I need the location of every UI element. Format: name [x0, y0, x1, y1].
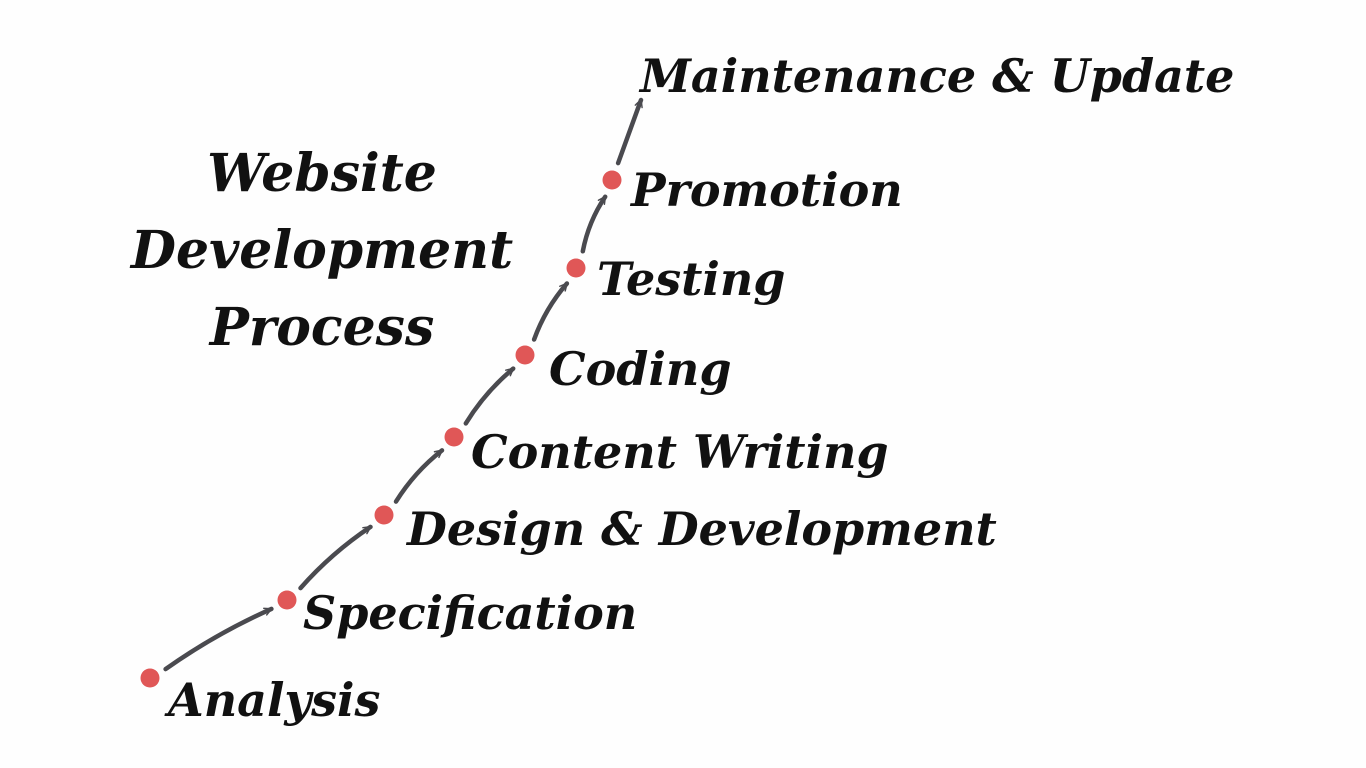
arrow-to-maintenance-update [615, 97, 644, 166]
step-label-analysis: Analysis [164, 673, 380, 727]
arrow-to-coding [463, 366, 516, 426]
step-labels: Analysis Specification Design & Developm… [164, 49, 1234, 727]
step-dot-analysis [140, 668, 160, 688]
step-dot-design-development [374, 505, 394, 525]
step-label-design-development: Design & Development [405, 502, 997, 556]
title-line-1: Website [207, 143, 437, 204]
step-label-maintenance-update: Maintenance & Update [638, 49, 1234, 103]
step-label-coding: Coding [549, 342, 732, 396]
arrow-to-design-development [298, 524, 373, 591]
arrow-to-promotion [580, 194, 608, 254]
step-label-promotion: Promotion [629, 163, 903, 217]
step-dot-testing [566, 258, 586, 278]
title-line-3: Process [208, 297, 434, 358]
step-dot-coding [515, 345, 535, 365]
step-dot-promotion [602, 170, 622, 190]
arrow-to-content-writing [393, 448, 445, 504]
title-line-2: Development [129, 220, 513, 281]
step-dot-specification [277, 590, 297, 610]
step-label-content-writing: Content Writing [471, 425, 889, 479]
step-dots [140, 170, 622, 688]
arrow-to-specification [163, 606, 274, 672]
step-label-testing: Testing [597, 252, 785, 306]
arrow-to-testing [531, 281, 570, 342]
step-label-specification: Specification [303, 586, 637, 640]
diagram-title: Website Development Process [129, 143, 513, 358]
connector-arrows [163, 97, 644, 672]
step-dot-content-writing [444, 427, 464, 447]
